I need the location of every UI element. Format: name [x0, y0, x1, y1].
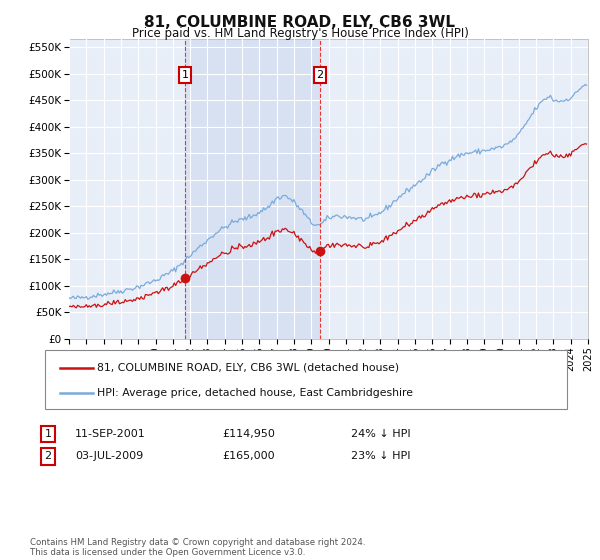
- Text: 23% ↓ HPI: 23% ↓ HPI: [351, 451, 410, 461]
- Text: £165,000: £165,000: [222, 451, 275, 461]
- Text: 2: 2: [316, 70, 323, 80]
- Text: 1: 1: [182, 70, 188, 80]
- Text: HPI: Average price, detached house, East Cambridgeshire: HPI: Average price, detached house, East…: [97, 388, 413, 398]
- Text: Price paid vs. HM Land Registry's House Price Index (HPI): Price paid vs. HM Land Registry's House …: [131, 27, 469, 40]
- Text: 81, COLUMBINE ROAD, ELY, CB6 3WL (detached house): 81, COLUMBINE ROAD, ELY, CB6 3WL (detach…: [97, 363, 400, 373]
- Text: 1: 1: [44, 429, 52, 439]
- Text: 24% ↓ HPI: 24% ↓ HPI: [351, 429, 410, 439]
- Text: 81, COLUMBINE ROAD, ELY, CB6 3WL: 81, COLUMBINE ROAD, ELY, CB6 3WL: [145, 15, 455, 30]
- Text: £114,950: £114,950: [222, 429, 275, 439]
- Bar: [185, 39, 320, 339]
- Text: 11-SEP-2001: 11-SEP-2001: [75, 429, 146, 439]
- Text: 03-JUL-2009: 03-JUL-2009: [75, 451, 143, 461]
- Text: 2: 2: [44, 451, 52, 461]
- Text: Contains HM Land Registry data © Crown copyright and database right 2024.
This d: Contains HM Land Registry data © Crown c…: [30, 538, 365, 557]
